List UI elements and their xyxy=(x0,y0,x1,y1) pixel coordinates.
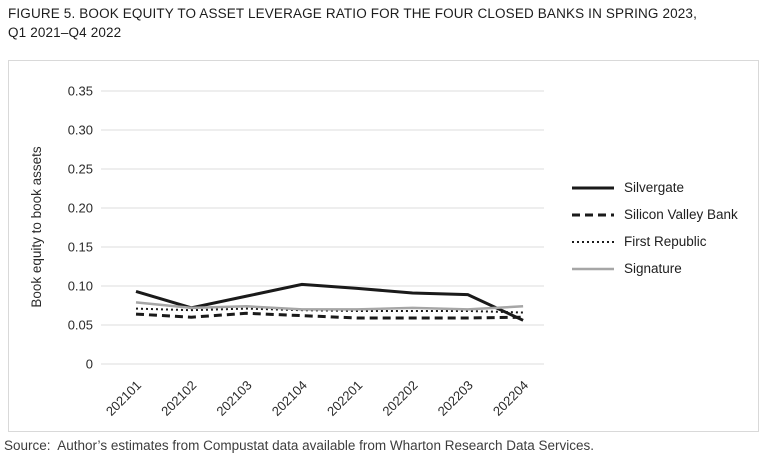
legend-item-silvergate: Silvergate xyxy=(571,174,738,201)
x-tick-label-202201: 202201 xyxy=(324,378,365,419)
figure-title-line1: FIGURE 5. BOOK EQUITY TO ASSET LEVERAGE … xyxy=(8,6,697,21)
x-tick-label-202102: 202102 xyxy=(158,378,199,419)
figure-title: FIGURE 5. BOOK EQUITY TO ASSET LEVERAGE … xyxy=(8,4,756,42)
series-line-silicon-valley-bank xyxy=(135,311,524,320)
legend-item-first-republic: First Republic xyxy=(571,228,738,255)
chart-panel: 0 0.05 0.10 0.15 0.20 0.25 0.30 0.35 Book equity… xyxy=(8,60,759,432)
y-tick-label-0.35: 0.35 xyxy=(68,84,93,99)
y-tick-label-0.05: 0.05 xyxy=(68,318,93,333)
source-note: Source: Author’s estimates from Compusta… xyxy=(4,438,595,453)
legend-swatch-silvergate xyxy=(572,186,614,189)
legend-swatch-silicon-valley-bank xyxy=(572,213,614,216)
x-tick-label-202104: 202104 xyxy=(269,378,310,419)
x-tick-label-202203: 202203 xyxy=(435,378,476,419)
legend-label-silvergate: Silvergate xyxy=(624,180,685,195)
series-line-silvergate xyxy=(135,282,524,322)
legend-item-signature: Signature xyxy=(571,255,738,282)
y-tick-label-0.20: 0.20 xyxy=(68,201,93,216)
y-tick-label-0: 0 xyxy=(86,357,93,372)
legend-label-signature: Signature xyxy=(624,261,682,276)
x-tick-label-202101: 202101 xyxy=(103,378,144,419)
line-chart: 0 0.05 0.10 0.15 0.20 0.25 0.30 0.35 Book equity… xyxy=(29,84,544,419)
legend-label-first-republic: First Republic xyxy=(624,234,707,249)
y-tick-labels: 0 0.05 0.10 0.15 0.20 0.25 0.30 0.35 xyxy=(68,84,93,372)
y-tick-label-0.10: 0.10 xyxy=(68,279,93,294)
x-tick-label-202204: 202204 xyxy=(490,378,531,419)
legend-item-silicon-valley-bank: Silicon Valley Bank xyxy=(571,201,738,228)
y-tick-label-0.30: 0.30 xyxy=(68,123,93,138)
y-tick-label-0.25: 0.25 xyxy=(68,162,93,177)
legend-label-silicon-valley-bank: Silicon Valley Bank xyxy=(624,207,738,222)
y-axis-label: Book equity to book assets xyxy=(29,146,44,308)
y-tick-label-0.15: 0.15 xyxy=(68,240,93,255)
x-tick-label-202202: 202202 xyxy=(379,378,420,419)
series-line-signature xyxy=(135,301,524,311)
gridlines xyxy=(101,90,544,365)
figure-title-line2: Q1 2021–Q4 2022 xyxy=(8,25,122,40)
x-tick-labels: 202101 202102 202103 202104 202201 202202 2022… xyxy=(103,378,531,419)
legend-swatch-signature xyxy=(572,267,614,270)
x-tick-label-202103: 202103 xyxy=(213,378,254,419)
legend-swatch-first-republic xyxy=(572,240,614,243)
chart-legend: Silvergate Silicon Valley Bank First Repub… xyxy=(571,174,738,282)
